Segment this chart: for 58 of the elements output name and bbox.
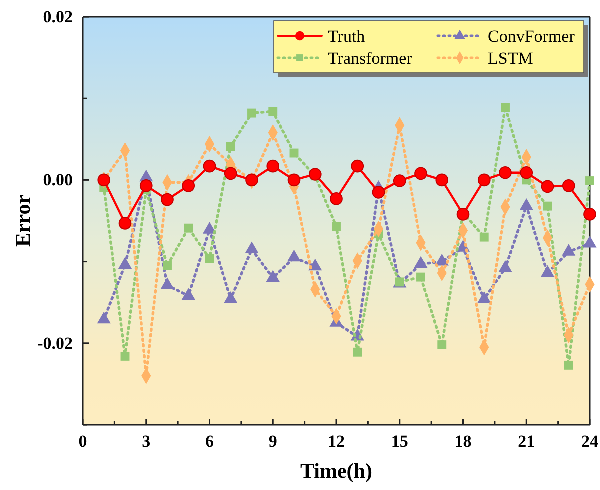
- point: [456, 208, 470, 221]
- point: [562, 180, 576, 192]
- point: [499, 166, 512, 180]
- point: [246, 174, 258, 187]
- point: [163, 261, 172, 270]
- point: [351, 160, 364, 173]
- point: [564, 360, 574, 370]
- point: [118, 217, 132, 230]
- x-tick-label: 6: [206, 432, 214, 452]
- point: [266, 160, 280, 173]
- legend-label: Transformer: [328, 49, 413, 68]
- point: [480, 232, 489, 242]
- point: [330, 192, 343, 206]
- x-tick-label: 0: [78, 432, 88, 452]
- x-tick-label: 18: [454, 432, 472, 452]
- x-tick-label: 12: [328, 432, 345, 452]
- point: [290, 148, 299, 158]
- point: [184, 224, 194, 233]
- point: [416, 272, 426, 282]
- point: [543, 202, 552, 211]
- point: [182, 180, 196, 192]
- point: [393, 174, 406, 188]
- x-tick-label: 9: [268, 432, 278, 452]
- point: [372, 186, 386, 199]
- point: [288, 174, 301, 187]
- point: [161, 193, 174, 206]
- legend-label: LSTM: [488, 49, 534, 68]
- point: [436, 174, 449, 187]
- point: [205, 254, 214, 264]
- point: [332, 222, 341, 232]
- x-tick-label: 24: [582, 432, 599, 452]
- point: [520, 166, 534, 180]
- point: [438, 340, 447, 350]
- y-tick-label: 0.02: [43, 7, 73, 26]
- x-tick-label: 3: [142, 432, 151, 452]
- point: [226, 142, 236, 152]
- point: [224, 167, 238, 180]
- y-tick-label: 0.00: [43, 170, 73, 190]
- y-tick-label: -0.02: [38, 334, 73, 353]
- point: [353, 348, 362, 357]
- point: [584, 208, 596, 221]
- point: [478, 174, 491, 187]
- x-tick-label: 21: [518, 432, 536, 452]
- point: [120, 352, 130, 361]
- point: [268, 107, 278, 116]
- point: [586, 176, 594, 186]
- point: [308, 168, 322, 181]
- x-tick-label: 15: [391, 432, 408, 452]
- point: [541, 180, 554, 194]
- point: [140, 180, 153, 192]
- point: [248, 108, 256, 118]
- point: [414, 167, 428, 180]
- y-axis-title: Error: [11, 194, 35, 248]
- legend-label: ConvFormer: [488, 27, 576, 46]
- point: [203, 160, 216, 173]
- point: [501, 103, 510, 112]
- x-axis-title: Time(h): [300, 459, 372, 483]
- legend-label: Truth: [328, 27, 366, 46]
